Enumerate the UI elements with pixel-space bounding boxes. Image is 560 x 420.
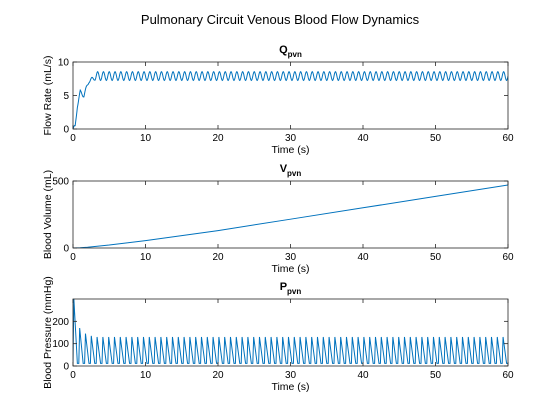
x-tick-label: 30 bbox=[285, 133, 297, 144]
subplot-title: Vpvn bbox=[280, 163, 302, 178]
x-tick-label: 40 bbox=[357, 133, 369, 144]
x-tick-label: 50 bbox=[430, 133, 442, 144]
subplot-title-main: P bbox=[280, 281, 287, 293]
subplot-1: 0 10 20 30 40 50 60 0 5 10 Time (s) Flow Rate (mL/s… bbox=[42, 44, 514, 156]
y-tick-label: 100 bbox=[52, 339, 69, 350]
subplot-title-main: Q bbox=[279, 44, 288, 56]
y-tick-label: 0 bbox=[63, 362, 69, 373]
y-tick-label: 0 bbox=[63, 244, 69, 255]
x-tick-label: 60 bbox=[502, 133, 514, 144]
y-tick-label: 500 bbox=[52, 177, 69, 188]
x-tick-label: 30 bbox=[285, 252, 297, 263]
subplots: 0 10 20 30 40 50 60 0 5 10 Time (s) Flow Rate (mL/s… bbox=[42, 44, 514, 393]
series-line-2 bbox=[73, 184, 508, 248]
x-tick-label: 40 bbox=[357, 252, 369, 263]
x-tick-label: 0 bbox=[70, 133, 76, 144]
x-tick-label: 10 bbox=[140, 133, 152, 144]
subplot-title-subscript: pvn bbox=[287, 169, 301, 178]
x-axis-label: Time (s) bbox=[271, 263, 309, 275]
series-line-1 bbox=[73, 71, 508, 129]
subplot-title-main: V bbox=[280, 163, 288, 175]
y-tick-label: 5 bbox=[63, 91, 69, 102]
subplot-title-subscript: pvn bbox=[288, 50, 302, 59]
x-tick-label: 40 bbox=[357, 370, 369, 381]
subplot-2: 0 10 20 30 40 50 60 0 500 Time (s) Blood Volume (m… bbox=[42, 163, 514, 275]
subplot-title: Qpvn bbox=[279, 44, 302, 59]
x-axis-label: Time (s) bbox=[271, 381, 309, 393]
x-tick-label: 50 bbox=[430, 370, 442, 381]
x-tick-label: 0 bbox=[70, 252, 76, 263]
x-tick-label: 20 bbox=[212, 370, 224, 381]
x-tick-label: 60 bbox=[502, 370, 514, 381]
x-tick-label: 20 bbox=[212, 252, 224, 263]
x-tick-label: 30 bbox=[285, 370, 297, 381]
series-line-3 bbox=[73, 299, 508, 364]
x-tick-label: 10 bbox=[140, 370, 152, 381]
figure-title: Pulmonary Circuit Venous Blood Flow Dyna… bbox=[141, 12, 420, 27]
subplot-title-subscript: pvn bbox=[287, 287, 301, 296]
y-tick-label: 10 bbox=[58, 58, 70, 69]
y-axis-label: Blood Volume (mL) bbox=[42, 170, 54, 259]
y-tick-label: 0 bbox=[63, 125, 69, 136]
x-tick-label: 60 bbox=[502, 252, 514, 263]
y-tick-label: 200 bbox=[52, 317, 69, 328]
y-axis-label: Blood Pressure (mmHg) bbox=[42, 276, 54, 389]
x-axis-label: Time (s) bbox=[271, 144, 309, 156]
subplot-title: Ppvn bbox=[280, 281, 302, 296]
y-axis-label: Flow Rate (mL/s) bbox=[42, 56, 54, 136]
subplot-3: 0 10 20 30 40 50 60 0 100 200 Time (s) Blood Pressu… bbox=[42, 276, 514, 393]
x-tick-label: 50 bbox=[430, 252, 442, 263]
x-tick-label: 0 bbox=[70, 370, 76, 381]
x-tick-label: 20 bbox=[212, 133, 224, 144]
x-tick-label: 10 bbox=[140, 252, 152, 263]
